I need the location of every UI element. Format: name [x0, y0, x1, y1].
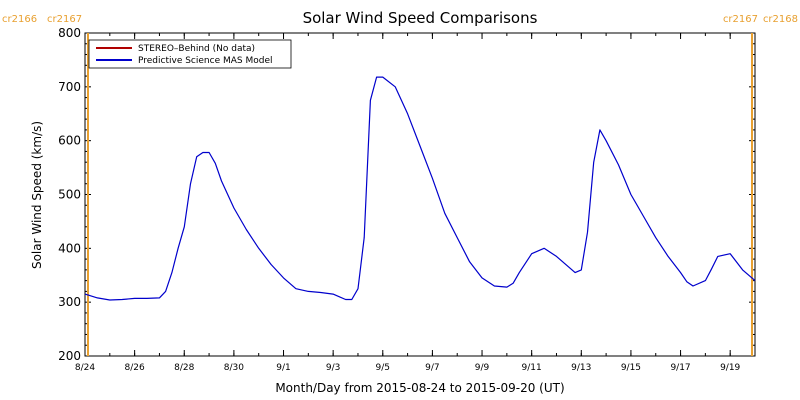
x-tick-label: 8/30: [224, 363, 244, 373]
plot-area: [84, 32, 756, 357]
carrington-right-labels: cr2167 cr2168: [723, 14, 798, 25]
legend: STEREO–Behind (No data) Predictive Scien…: [88, 39, 292, 69]
carrington-left-labels: cr2166 cr2167: [2, 14, 82, 25]
chart-title: Solar Wind Speed Comparisons: [303, 9, 538, 27]
x-axis-ticks: 8/24 8/26 8/28 8/30 9/1 9/3 9/5 9/7 9/9 9/11 9/13 9…: [75, 33, 756, 373]
y-axis-label: Solar Wind Speed (km/s): [30, 121, 44, 269]
x-tick-label: 8/28: [174, 363, 194, 373]
x-tick-label: 9/7: [425, 363, 439, 373]
y-tick-label: 600: [58, 134, 81, 148]
y-tick-label: 500: [58, 188, 81, 202]
x-axis-label: Month/Day from 2015-08-24 to 2015-09-20 …: [275, 381, 564, 395]
y-tick-label: 700: [58, 80, 81, 94]
legend-label-mas-model: Predictive Science MAS Model: [138, 56, 273, 66]
x-tick-label: 8/26: [125, 363, 145, 373]
x-tick-label: 9/15: [621, 363, 641, 373]
carrington-label: cr2166: [2, 14, 37, 25]
legend-box: [88, 39, 292, 69]
y-tick-label: 300: [58, 295, 81, 309]
x-tick-label: 9/11: [522, 363, 542, 373]
y-tick-label: 800: [58, 26, 81, 40]
carrington-label: cr2167: [723, 14, 758, 25]
y-axis-ticks: 200 300 400 500 600 700 800: [58, 26, 755, 363]
x-tick-label: 8/24: [75, 363, 95, 373]
x-tick-label: 9/13: [571, 363, 591, 373]
x-tick-label: 9/9: [475, 363, 490, 373]
carrington-label: cr2168: [763, 14, 798, 25]
x-tick-label: 9/19: [720, 363, 740, 373]
y-tick-label: 400: [58, 241, 81, 255]
x-tick-label: 9/1: [276, 363, 290, 373]
x-tick-label: 9/5: [376, 363, 390, 373]
series-lines: [84, 76, 756, 301]
legend-label-stereo-behind: STEREO–Behind (No data): [138, 44, 255, 54]
x-tick-label: 9/3: [326, 363, 340, 373]
y-tick-label: 200: [58, 349, 81, 363]
carrington-label: cr2167: [47, 14, 82, 25]
x-tick-label: 9/17: [670, 363, 690, 373]
series-line: [84, 76, 756, 301]
